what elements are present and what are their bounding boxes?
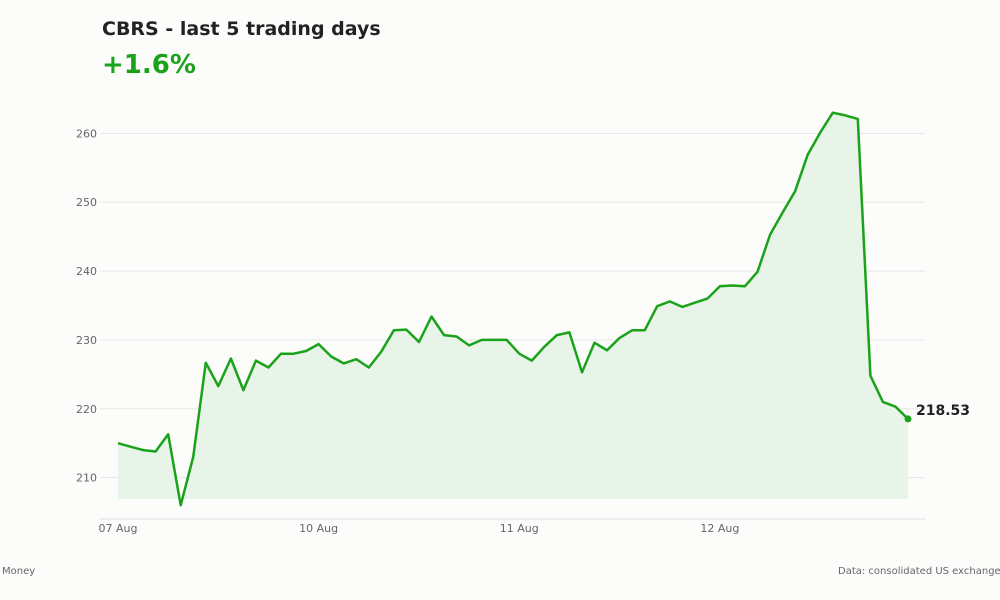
price-line: [117, 111, 909, 507]
y-tick-label: 250: [76, 196, 97, 209]
y-axis-ticks: 210 220 230 240 250 260: [76, 127, 97, 484]
y-tick-label: 260: [76, 127, 97, 140]
y-tick-label: 230: [76, 334, 97, 347]
y-tick-label: 220: [76, 403, 97, 416]
x-tick-label: 11 Aug: [500, 522, 539, 535]
data-source-note: Data: consolidated US exchange d: [838, 566, 1000, 577]
x-axis-ticks: 07 Aug 10 Aug 11 Aug 12 Aug: [99, 522, 740, 535]
last-price-dot: [904, 415, 912, 423]
price-area: [118, 112, 908, 506]
chart-title: CBRS - last 5 trading days: [102, 18, 381, 40]
last-price-label: 218.53: [916, 403, 970, 419]
source-brand: Money: [2, 566, 36, 577]
y-tick-label: 210: [76, 472, 97, 485]
percent-change: +1.6%: [102, 50, 196, 80]
x-tick-label: 07 Aug: [99, 522, 138, 535]
x-tick-label: 12 Aug: [700, 522, 739, 535]
y-tick-label: 240: [76, 265, 97, 278]
x-tick-label: 10 Aug: [299, 522, 338, 535]
